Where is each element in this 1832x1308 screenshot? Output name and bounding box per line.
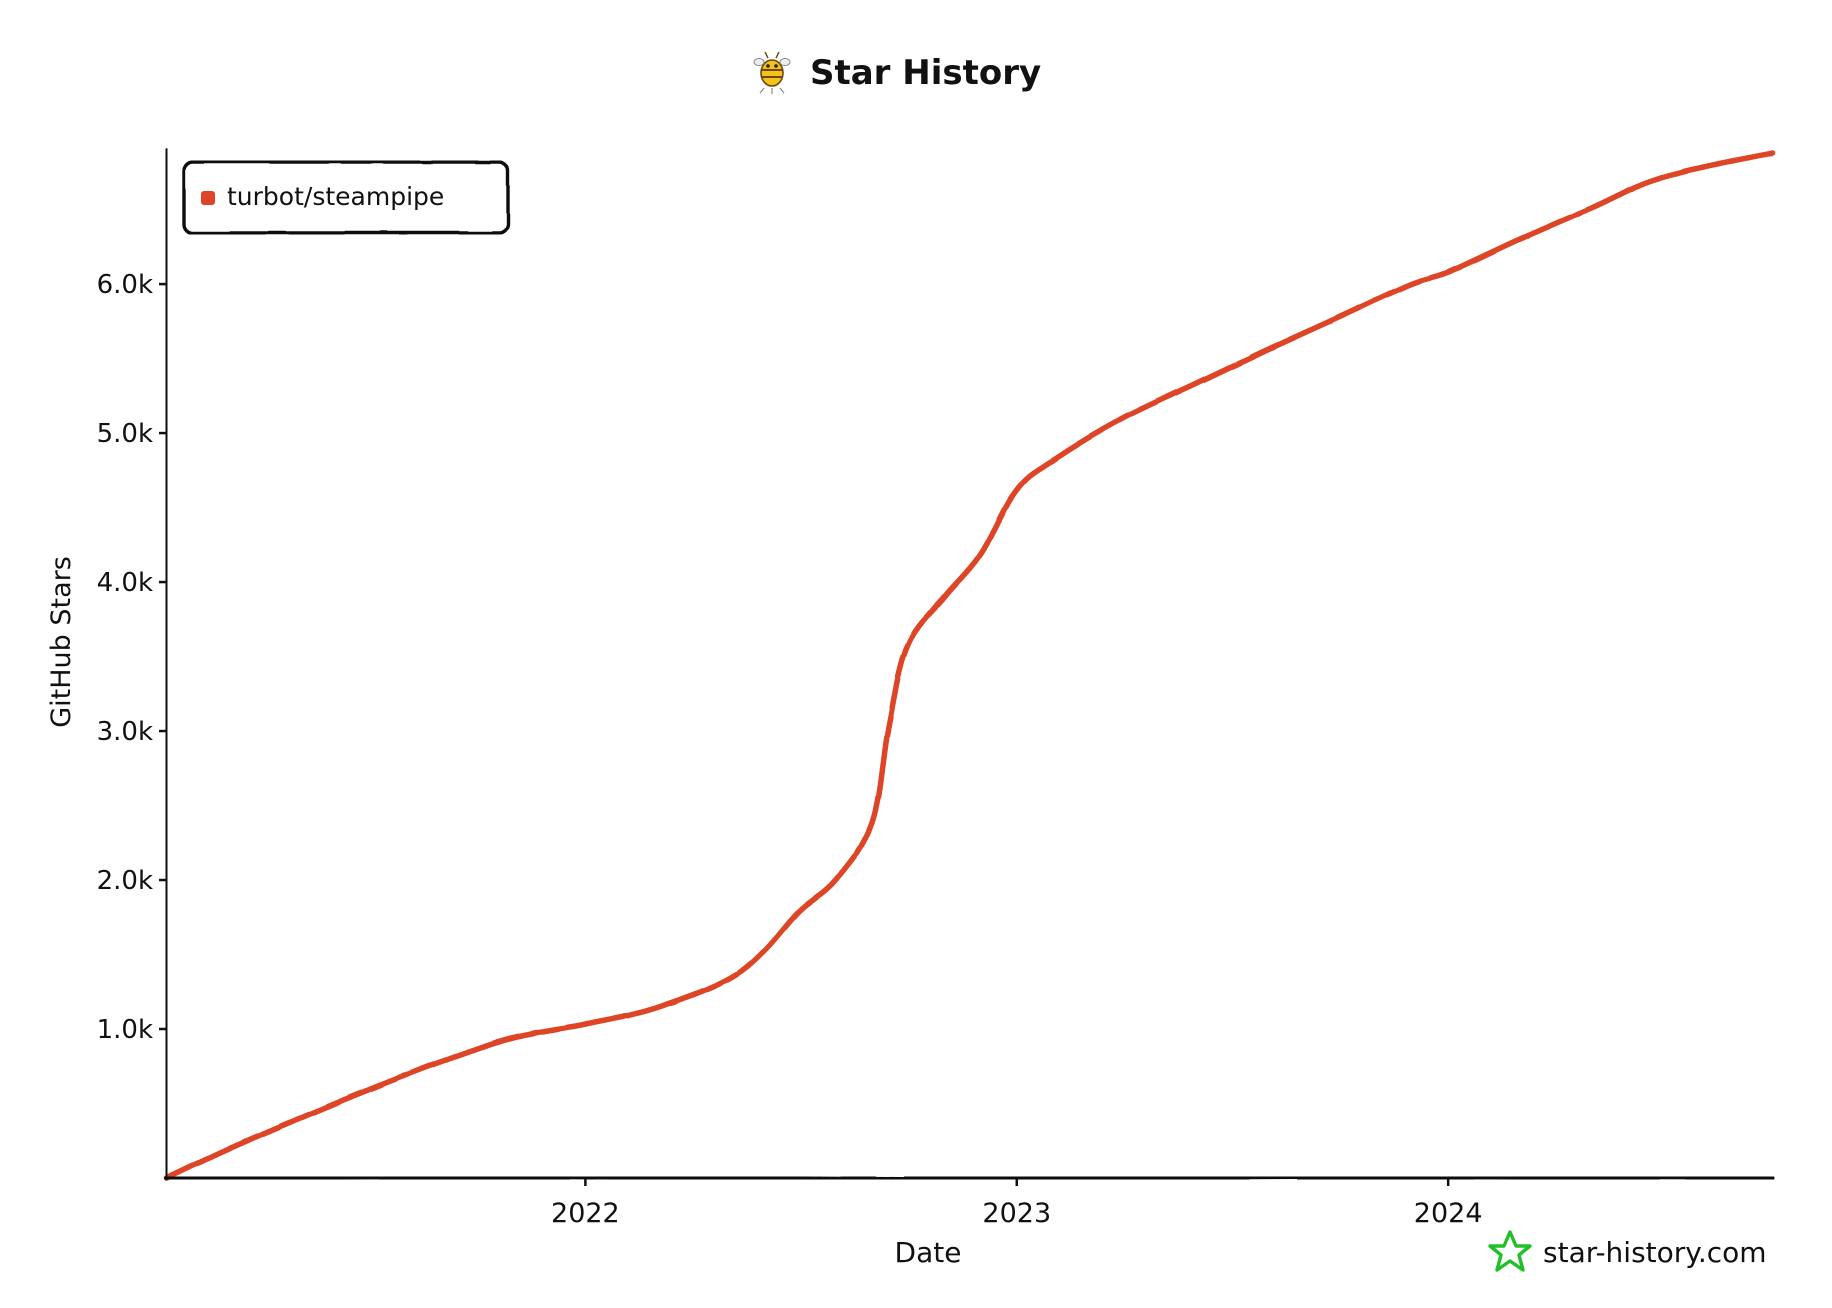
y-tick-label: 5.0k <box>97 419 153 449</box>
y-tick-label: 2.0k <box>97 866 153 896</box>
x-axis: 2022 2023 2024 <box>164 1174 1775 1229</box>
x-tick-label: 2023 <box>982 1198 1051 1229</box>
legend-label: turbot/steampipe <box>227 182 444 211</box>
watermark[interactable]: star-history.com <box>1488 1230 1767 1272</box>
chart-title-group: Star History <box>753 51 1041 94</box>
chart-title: Star History <box>810 53 1041 93</box>
x-axis-line <box>164 1174 1775 1182</box>
watermark-text[interactable]: star-history.com <box>1543 1236 1767 1269</box>
y-axis-line <box>163 147 170 1181</box>
bee-mascot-icon <box>753 51 791 94</box>
x-tick-label: 2022 <box>551 1198 620 1229</box>
y-tick-label: 1.0k <box>97 1015 153 1045</box>
x-axis-label: Date <box>895 1236 962 1269</box>
y-ticks: 1.0k 2.0k 3.0k 4.0k 5.0k 6.0k <box>97 270 167 1045</box>
legend-swatch <box>201 191 215 205</box>
y-tick-label: 3.0k <box>97 717 153 747</box>
y-axis-label: GitHub Stars <box>46 556 77 728</box>
x-tick-label: 2024 <box>1414 1198 1483 1229</box>
star-outline-icon <box>1488 1230 1532 1272</box>
x-ticks: 2022 2023 2024 <box>551 1178 1483 1229</box>
y-tick-label: 4.0k <box>97 568 153 598</box>
legend-box <box>182 160 510 235</box>
series-line-turbot-steampipe <box>164 150 1775 1181</box>
legend: turbot/steampipe <box>182 160 510 235</box>
y-tick-label: 6.0k <box>97 270 153 300</box>
y-axis: 1.0k 2.0k 3.0k 4.0k 5.0k 6.0k <box>97 147 170 1181</box>
